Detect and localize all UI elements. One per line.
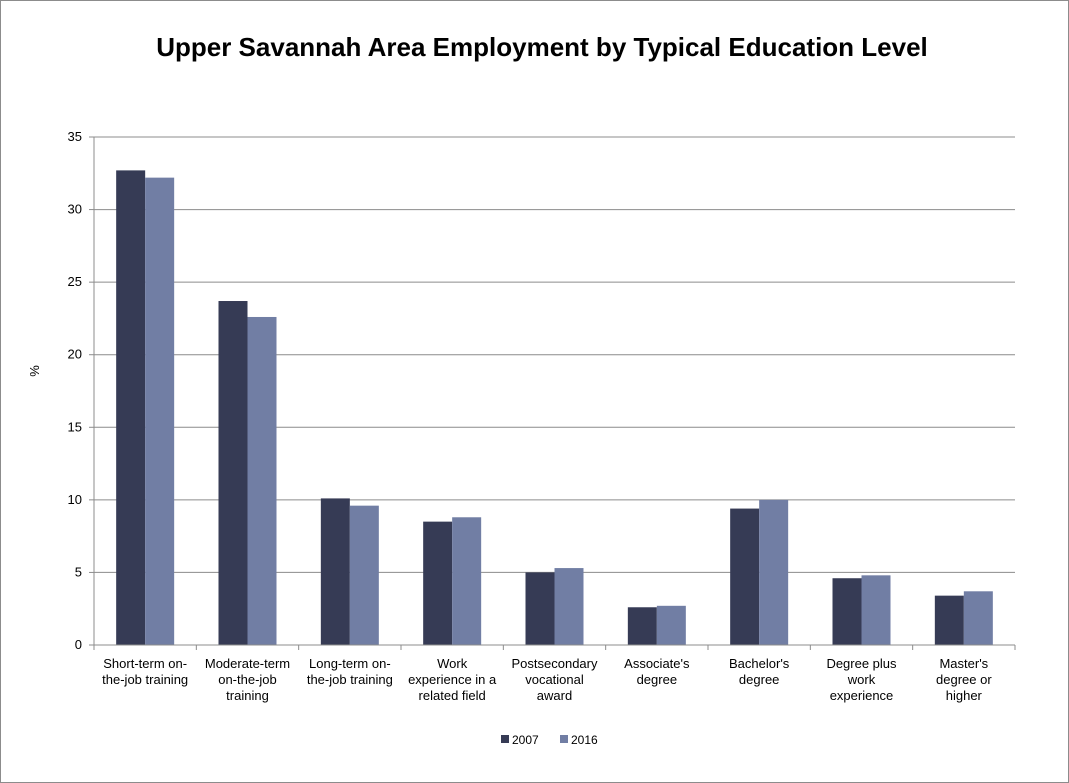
category-label-line: Moderate-term bbox=[205, 656, 290, 671]
category-label-line: degree or bbox=[936, 672, 992, 687]
y-tick-label: 20 bbox=[68, 347, 82, 362]
bar-2007-7 bbox=[730, 508, 760, 645]
category-label-line: on-the-job bbox=[218, 672, 277, 687]
category-label-line: experience bbox=[830, 688, 894, 703]
bar-2007-9 bbox=[934, 595, 964, 645]
category-label-line: Master's bbox=[939, 656, 988, 671]
category-label: Master's degree or higher bbox=[936, 656, 992, 703]
bar-2016-5 bbox=[554, 568, 584, 645]
bar-2007-5 bbox=[525, 572, 555, 645]
category-label-line: Degree plus bbox=[826, 656, 897, 671]
category-label: Moderate-term on-the-job training bbox=[205, 656, 290, 703]
bar-2016-1 bbox=[145, 177, 175, 645]
bar-2016-2 bbox=[247, 316, 277, 645]
category-label-line: degree bbox=[637, 672, 677, 687]
category-label-line: Long-term on- bbox=[309, 656, 391, 671]
category-label-line: Work bbox=[437, 656, 468, 671]
bar-2016-8 bbox=[861, 575, 891, 645]
category-label-line: experience in a bbox=[408, 672, 497, 687]
category-label: Postsecondary vocational award bbox=[512, 656, 598, 703]
category-label-line: Postsecondary bbox=[512, 656, 598, 671]
legend-label: 2016 bbox=[571, 733, 598, 747]
y-axis-ticks: 0 5 10 15 20 25 30 35 bbox=[68, 129, 94, 652]
category-label-line: training bbox=[226, 688, 269, 703]
category-label-line: vocational bbox=[525, 672, 584, 687]
y-tick-label: 15 bbox=[68, 419, 82, 434]
category-label-line: award bbox=[537, 688, 572, 703]
category-label-line: Bachelor's bbox=[729, 656, 790, 671]
category-label: Bachelor's degree bbox=[729, 656, 790, 687]
category-label: Long-term on-the-job training bbox=[307, 656, 393, 687]
bar-2016-7 bbox=[759, 499, 789, 645]
y-tick-label: 35 bbox=[68, 129, 82, 144]
category-labels: Short-term on-the-job training Moderate-t… bbox=[102, 656, 992, 703]
bar-2007-3 bbox=[320, 498, 350, 645]
y-tick-label: 5 bbox=[75, 564, 82, 579]
y-tick-label: 30 bbox=[68, 202, 82, 217]
bar-2007-1 bbox=[116, 170, 146, 645]
bar-2016-4 bbox=[452, 517, 482, 645]
legend-label: 2007 bbox=[512, 733, 539, 747]
legend-swatch-2016 bbox=[560, 735, 568, 743]
category-label-line: Associate's bbox=[624, 656, 690, 671]
bar-2007-2 bbox=[218, 301, 248, 645]
legend: 2007 2016 bbox=[501, 733, 598, 747]
category-label-line: the-job training bbox=[307, 672, 393, 687]
category-label: Work experience in a related field bbox=[408, 656, 497, 703]
y-tick-label: 0 bbox=[75, 637, 82, 652]
category-label-line: related field bbox=[419, 688, 486, 703]
category-label-line: the-job training bbox=[102, 672, 188, 687]
y-tick-label: 25 bbox=[68, 274, 82, 289]
bar-2007-6 bbox=[627, 607, 657, 645]
bar-2007-4 bbox=[423, 521, 453, 645]
chart-title: Upper Savannah Area Employment by Typica… bbox=[156, 32, 928, 62]
legend-swatch-2007 bbox=[501, 735, 509, 743]
category-label-line: degree bbox=[739, 672, 779, 687]
axes bbox=[93, 137, 1016, 650]
bar-2016-6 bbox=[656, 605, 686, 645]
category-label-line: higher bbox=[946, 688, 983, 703]
category-label-line: work bbox=[847, 672, 876, 687]
bars bbox=[116, 170, 993, 645]
category-label-line: Short-term on- bbox=[103, 656, 187, 671]
bar-2016-3 bbox=[349, 505, 379, 645]
bar-2016-9 bbox=[963, 591, 993, 645]
category-label: Short-term on-the-job training bbox=[102, 656, 188, 687]
bar-2007-8 bbox=[832, 578, 862, 645]
category-label: Degree plus work experience bbox=[826, 656, 897, 703]
y-tick-label: 10 bbox=[68, 492, 82, 507]
y-axis-label: % bbox=[27, 365, 42, 377]
category-label: Associate's degree bbox=[624, 656, 690, 687]
